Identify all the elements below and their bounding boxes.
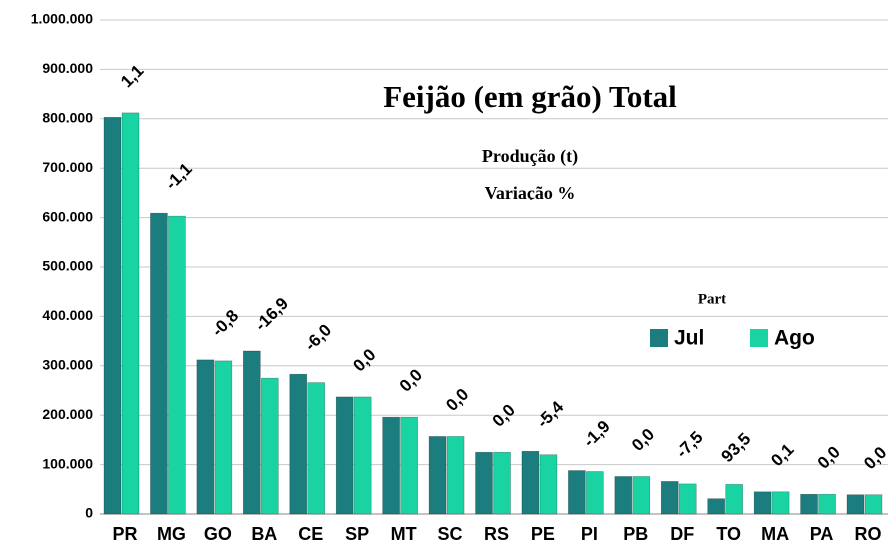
variation-label: 93,5 bbox=[718, 429, 755, 466]
variation-label: -16,9 bbox=[251, 294, 292, 335]
legend-swatch bbox=[750, 329, 768, 347]
chart-title: Feijão (em grão) Total bbox=[383, 79, 677, 114]
y-tick-label: 100.000 bbox=[42, 455, 93, 471]
y-tick-label: 600.000 bbox=[42, 208, 93, 224]
bar bbox=[568, 470, 586, 515]
y-tick-label: 200.000 bbox=[42, 406, 93, 422]
bar bbox=[382, 416, 400, 515]
variation-label: 0,0 bbox=[489, 400, 519, 430]
bar bbox=[400, 416, 418, 515]
variation-label: -1,9 bbox=[580, 417, 614, 451]
bar bbox=[121, 112, 140, 515]
x-tick-label: DF bbox=[670, 524, 694, 544]
legend-swatch bbox=[650, 329, 668, 347]
bar bbox=[521, 450, 540, 515]
y-tick-label: 700.000 bbox=[42, 159, 93, 175]
y-tick-label: 900.000 bbox=[42, 60, 93, 76]
bar bbox=[660, 481, 679, 515]
variation-title: Variação % bbox=[485, 183, 576, 203]
variation-label: 0,1 bbox=[767, 440, 797, 470]
x-tick-label: PE bbox=[531, 524, 555, 544]
x-tick-label: GO bbox=[204, 524, 232, 544]
bar bbox=[818, 493, 836, 515]
bar bbox=[846, 494, 865, 515]
bar bbox=[289, 373, 308, 515]
chart-subtitle: Produção (t) bbox=[482, 146, 578, 167]
variation-label: 0,0 bbox=[628, 425, 658, 455]
bar bbox=[771, 491, 790, 515]
x-tick-label: BA bbox=[251, 524, 277, 544]
y-tick-label: 0 bbox=[85, 505, 93, 521]
bar bbox=[493, 451, 511, 515]
variation-label: 0,0 bbox=[442, 385, 472, 415]
bar bbox=[614, 476, 633, 515]
bar bbox=[864, 494, 883, 515]
x-tick-label: TO bbox=[716, 524, 741, 544]
variation-label: -5,4 bbox=[533, 397, 568, 432]
bar bbox=[586, 471, 604, 515]
x-tick-label: CE bbox=[298, 524, 323, 544]
x-tick-label: RO bbox=[855, 524, 882, 544]
bar bbox=[353, 396, 372, 515]
y-tick-label: 500.000 bbox=[42, 258, 93, 274]
bar bbox=[428, 436, 447, 515]
bar bbox=[539, 454, 558, 515]
variation-label: -6,0 bbox=[301, 320, 335, 354]
x-tick-label: PI bbox=[581, 524, 598, 544]
bar bbox=[475, 451, 493, 515]
bar bbox=[725, 484, 743, 515]
bar bbox=[103, 117, 122, 515]
legend-label: Jul bbox=[674, 327, 704, 350]
y-tick-label: 300.000 bbox=[42, 357, 93, 373]
bar bbox=[150, 212, 168, 515]
y-tick-label: 1.000.000 bbox=[31, 11, 93, 27]
variation-label: -1,1 bbox=[162, 159, 196, 193]
x-tick-label: PA bbox=[810, 524, 834, 544]
bar bbox=[243, 350, 261, 515]
bar bbox=[196, 359, 215, 515]
x-tick-label: SP bbox=[345, 524, 369, 544]
x-tick-label: PR bbox=[112, 524, 137, 544]
bar bbox=[261, 377, 279, 515]
bar bbox=[707, 498, 725, 515]
x-tick-label: SC bbox=[438, 524, 463, 544]
legend-title: Part bbox=[698, 291, 726, 307]
x-tick-label: MT bbox=[391, 524, 417, 544]
legend: Jul Ago bbox=[650, 327, 815, 350]
x-tick-label: PB bbox=[623, 524, 648, 544]
bar bbox=[800, 493, 818, 515]
y-tick-label: 800.000 bbox=[42, 110, 93, 126]
variation-label: -7,5 bbox=[672, 428, 706, 462]
x-tick-label: MA bbox=[761, 524, 789, 544]
variation-label: 0,0 bbox=[349, 345, 379, 375]
bar bbox=[335, 396, 354, 515]
variation-label: 0,0 bbox=[860, 443, 888, 473]
variation-label: 0,0 bbox=[814, 442, 844, 472]
bar bbox=[307, 382, 326, 515]
bar bbox=[753, 491, 772, 515]
variation-label: 0,0 bbox=[396, 365, 426, 395]
legend-label: Ago bbox=[774, 327, 815, 350]
variation-label: -0,8 bbox=[208, 306, 242, 340]
bar bbox=[446, 436, 465, 515]
bars bbox=[103, 112, 883, 515]
x-tick-label: MG bbox=[157, 524, 186, 544]
bar bbox=[632, 476, 651, 515]
bar bbox=[678, 483, 697, 515]
bar bbox=[214, 360, 233, 515]
x-tick-label: RS bbox=[484, 524, 509, 544]
variation-label: 1,1 bbox=[117, 61, 147, 91]
bar bbox=[168, 215, 186, 515]
y-tick-label: 400.000 bbox=[42, 307, 93, 323]
